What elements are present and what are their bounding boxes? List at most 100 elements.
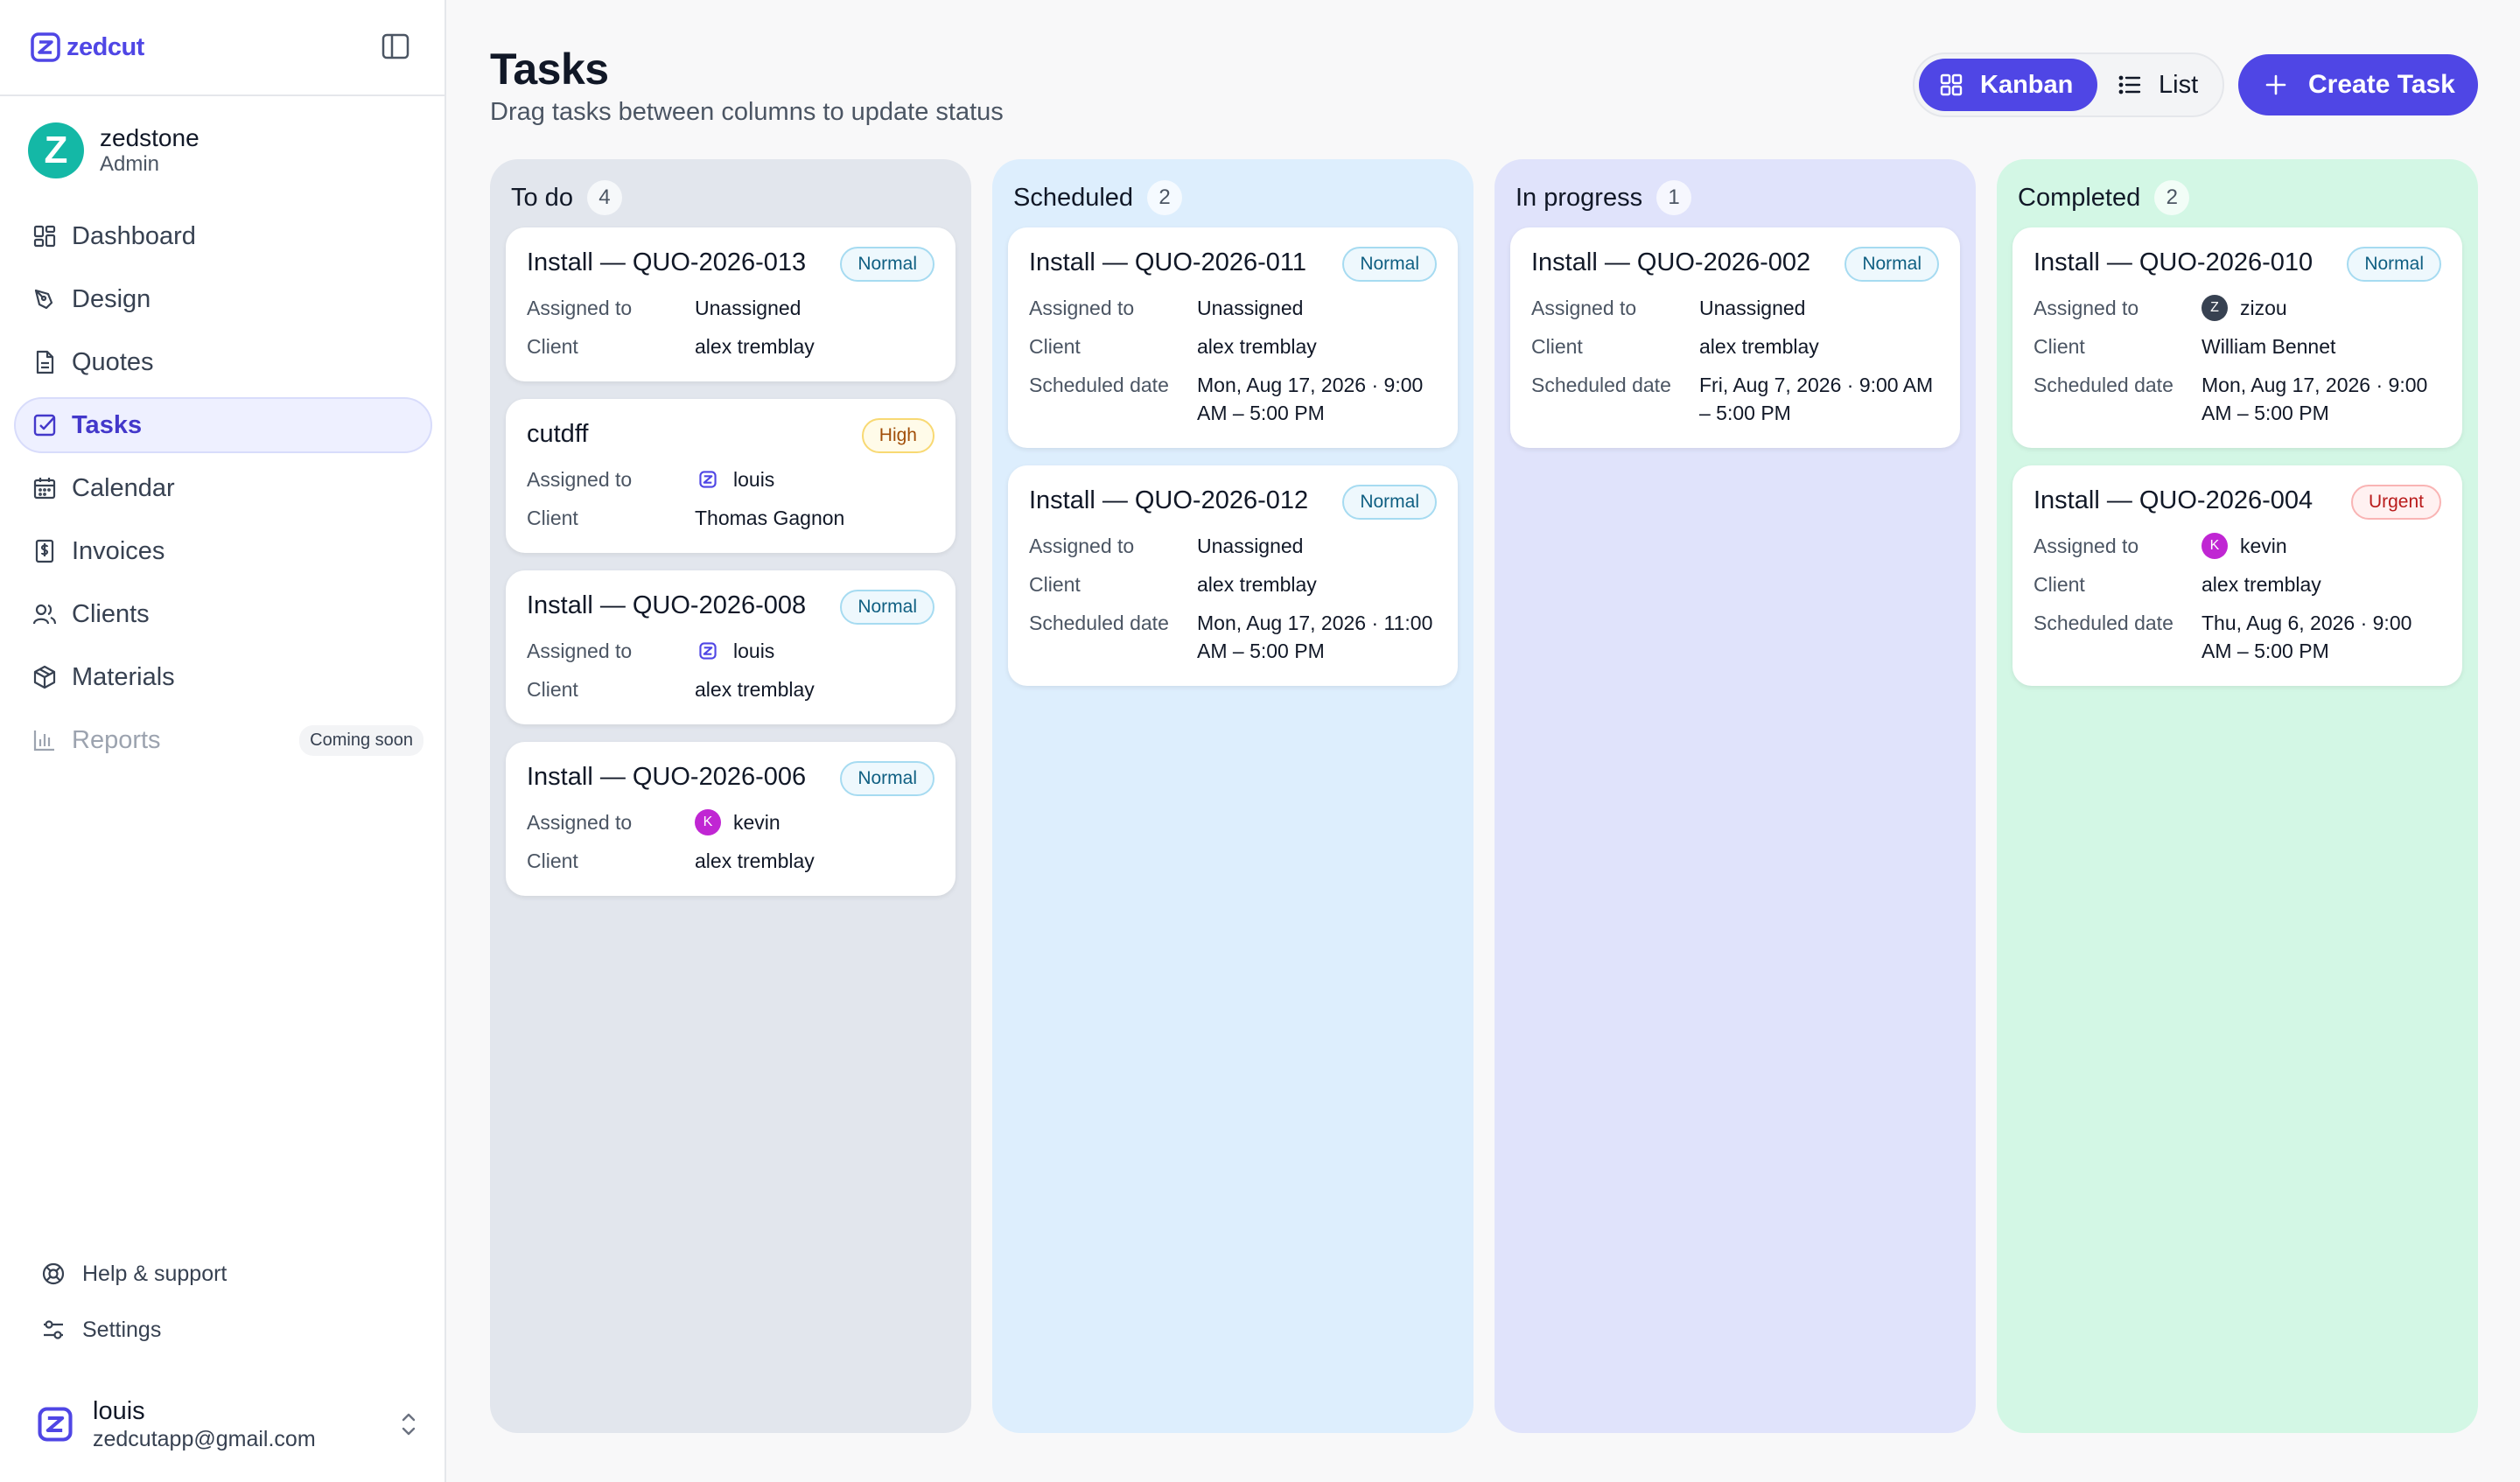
sidebar-item-label: Reports — [72, 725, 161, 754]
invoice-dollar-icon — [35, 539, 54, 563]
task-title: Install — QUO-2026-002 — [1531, 248, 1811, 276]
kanban-column-todo[interactable]: To do 4 Install — QUO-2026-013 Normal Assign… — [490, 159, 971, 1433]
page-title: Tasks — [490, 45, 609, 94]
task-card[interactable]: cutdff High Assigned to louis Client Thomas G… — [506, 399, 956, 553]
column-count-badge: 2 — [2154, 180, 2190, 215]
document-icon — [36, 350, 54, 374]
sidebar-item-quotes[interactable]: Quotes — [14, 334, 432, 390]
scheduled-date: Mon, Aug 17, 2026 · 9:00 AM – 5:00 PM — [2202, 374, 2428, 424]
help-support-link[interactable]: Help & support — [40, 1256, 227, 1291]
assignee-avatar: K — [2202, 533, 2228, 559]
scheduled-row: Scheduled date Mon, Aug 17, 2026 · 11:00 … — [1029, 609, 1437, 665]
priority-badge: Normal — [2347, 247, 2441, 282]
task-card[interactable]: Install — QUO-2026-008 Normal Assigned to l… — [506, 570, 956, 724]
calendar-icon — [33, 478, 56, 500]
priority-badge: Normal — [840, 761, 934, 796]
assigned-label: Assigned to — [2034, 297, 2139, 319]
assignee-avatar — [695, 466, 721, 493]
client-row: Client alex tremblay — [527, 847, 934, 875]
sidebar-toggle-icon[interactable] — [382, 33, 410, 59]
client-name: alex tremblay — [2202, 573, 2321, 596]
pen-tool-icon — [34, 289, 53, 310]
brand-logo[interactable]: zedcut — [30, 30, 144, 65]
sidebar-item-label: Calendar — [72, 473, 175, 502]
assignee-name: louis — [733, 468, 775, 491]
task-card[interactable]: Install — QUO-2026-011 Normal Assigned to U… — [1008, 227, 1458, 448]
client-label: Client — [1029, 335, 1081, 358]
scheduled-label: Scheduled date — [2034, 612, 2174, 634]
sliders-icon — [44, 1320, 63, 1339]
assigned-label: Assigned to — [527, 297, 633, 319]
task-title: Install — QUO-2026-008 — [527, 591, 807, 619]
client-name: alex tremblay — [695, 335, 815, 358]
workspace-switcher[interactable]: Z zedstone Admin — [28, 122, 200, 178]
column-count-badge: 2 — [1147, 180, 1183, 215]
client-row: Client alex tremblay — [1029, 332, 1437, 360]
workspace-role: Admin — [100, 152, 160, 176]
assignee-avatar: K — [695, 809, 721, 835]
settings-link[interactable]: Settings — [40, 1312, 227, 1347]
scheduled-row: Scheduled date Mon, Aug 17, 2026 · 9:00 A… — [2034, 371, 2441, 427]
sidebar-item-dashboard[interactable]: Dashboard — [14, 208, 432, 264]
client-label: Client — [1531, 335, 1583, 358]
sidebar-item-clients[interactable]: Clients — [14, 586, 432, 642]
bar-chart-icon — [33, 731, 54, 751]
kanban-column-scheduled[interactable]: Scheduled 2 Install — QUO-2026-011 Normal As… — [992, 159, 1474, 1433]
column-count-badge: 1 — [1656, 180, 1692, 215]
kanban-view-button[interactable]: Kanban — [1919, 59, 2097, 111]
sidebar-item-reports: Reports Coming soon — [14, 712, 432, 768]
user-menu[interactable]: louis zedcutapp@gmail.com — [37, 1393, 422, 1456]
client-name: alex tremblay — [1197, 573, 1317, 596]
assigned-row: Assigned to Unassigned — [1029, 532, 1437, 560]
assigned-row: Assigned to Unassigned — [1531, 294, 1939, 322]
task-card[interactable]: Install — QUO-2026-013 Normal Assigned to U… — [506, 227, 956, 381]
assigned-label: Assigned to — [2034, 535, 2139, 557]
assigned-row: Assigned to Unassigned — [527, 294, 934, 322]
assigned-label: Assigned to — [1029, 535, 1135, 557]
sidebar-footer: Help & support Settings — [40, 1256, 227, 1368]
sidebar-item-tasks[interactable]: Tasks — [14, 397, 432, 453]
scheduled-label: Scheduled date — [1029, 374, 1169, 396]
sidebar-item-invoices[interactable]: Invoices — [14, 523, 432, 579]
task-card[interactable]: Install — QUO-2026-004 Urgent Assigned to K… — [2012, 465, 2462, 686]
assignee-name: Unassigned — [695, 297, 802, 319]
sidebar-item-design[interactable]: Design — [14, 271, 432, 327]
client-label: Client — [527, 678, 578, 701]
task-title: Install — QUO-2026-010 — [2034, 248, 2314, 276]
create-task-button[interactable]: Create Task — [2238, 54, 2478, 115]
priority-badge: Normal — [1342, 247, 1437, 282]
client-row: Client alex tremblay — [527, 675, 934, 703]
user-name: louis — [93, 1397, 145, 1425]
sidebar-item-materials[interactable]: Materials — [14, 649, 432, 705]
task-card[interactable]: Install — QUO-2026-002 Normal Assigned to U… — [1510, 227, 1960, 448]
client-row: Client alex tremblay — [527, 332, 934, 360]
dashboard-icon — [33, 225, 56, 248]
kanban-column-completed[interactable]: Completed 2 Install — QUO-2026-010 Normal As… — [1997, 159, 2478, 1433]
client-name: Thomas Gagnon — [695, 507, 845, 529]
task-card[interactable]: Install — QUO-2026-010 Normal Assigned to Z… — [2012, 227, 2462, 448]
kanban-column-progress[interactable]: In progress 1 Install — QUO-2026-002 Normal… — [1494, 159, 1976, 1433]
task-card[interactable]: Install — QUO-2026-006 Normal Assigned to K… — [506, 742, 956, 896]
list-view-button[interactable]: List — [2097, 59, 2217, 111]
column-title: Completed — [2018, 183, 2141, 212]
sidebar: zedcut Z zedstone Admin Dashboard Design… — [0, 0, 446, 1482]
column-title: Scheduled — [1013, 183, 1134, 212]
task-title: Install — QUO-2026-011 — [1029, 248, 1306, 276]
task-card[interactable]: Install — QUO-2026-012 Normal Assigned to U… — [1008, 465, 1458, 686]
help-support-label: Help & support — [82, 1261, 228, 1286]
column-header: Completed 2 — [2012, 177, 2462, 219]
priority-badge: Normal — [1844, 247, 1939, 282]
column-title: In progress — [1516, 183, 1643, 212]
sidebar-item-label: Invoices — [72, 536, 165, 565]
client-row: Client alex tremblay — [1531, 332, 1939, 360]
assignee-name: Unassigned — [1197, 535, 1304, 557]
workspace-avatar: Z — [28, 122, 84, 178]
client-row: Client alex tremblay — [1029, 570, 1437, 598]
sidebar-item-calendar[interactable]: Calendar — [14, 460, 432, 516]
scheduled-row: Scheduled date Fri, Aug 7, 2026 · 9:00 AM… — [1531, 371, 1939, 427]
brand-name: zedcut — [66, 32, 144, 61]
assignee-avatar: Z — [2202, 295, 2228, 321]
